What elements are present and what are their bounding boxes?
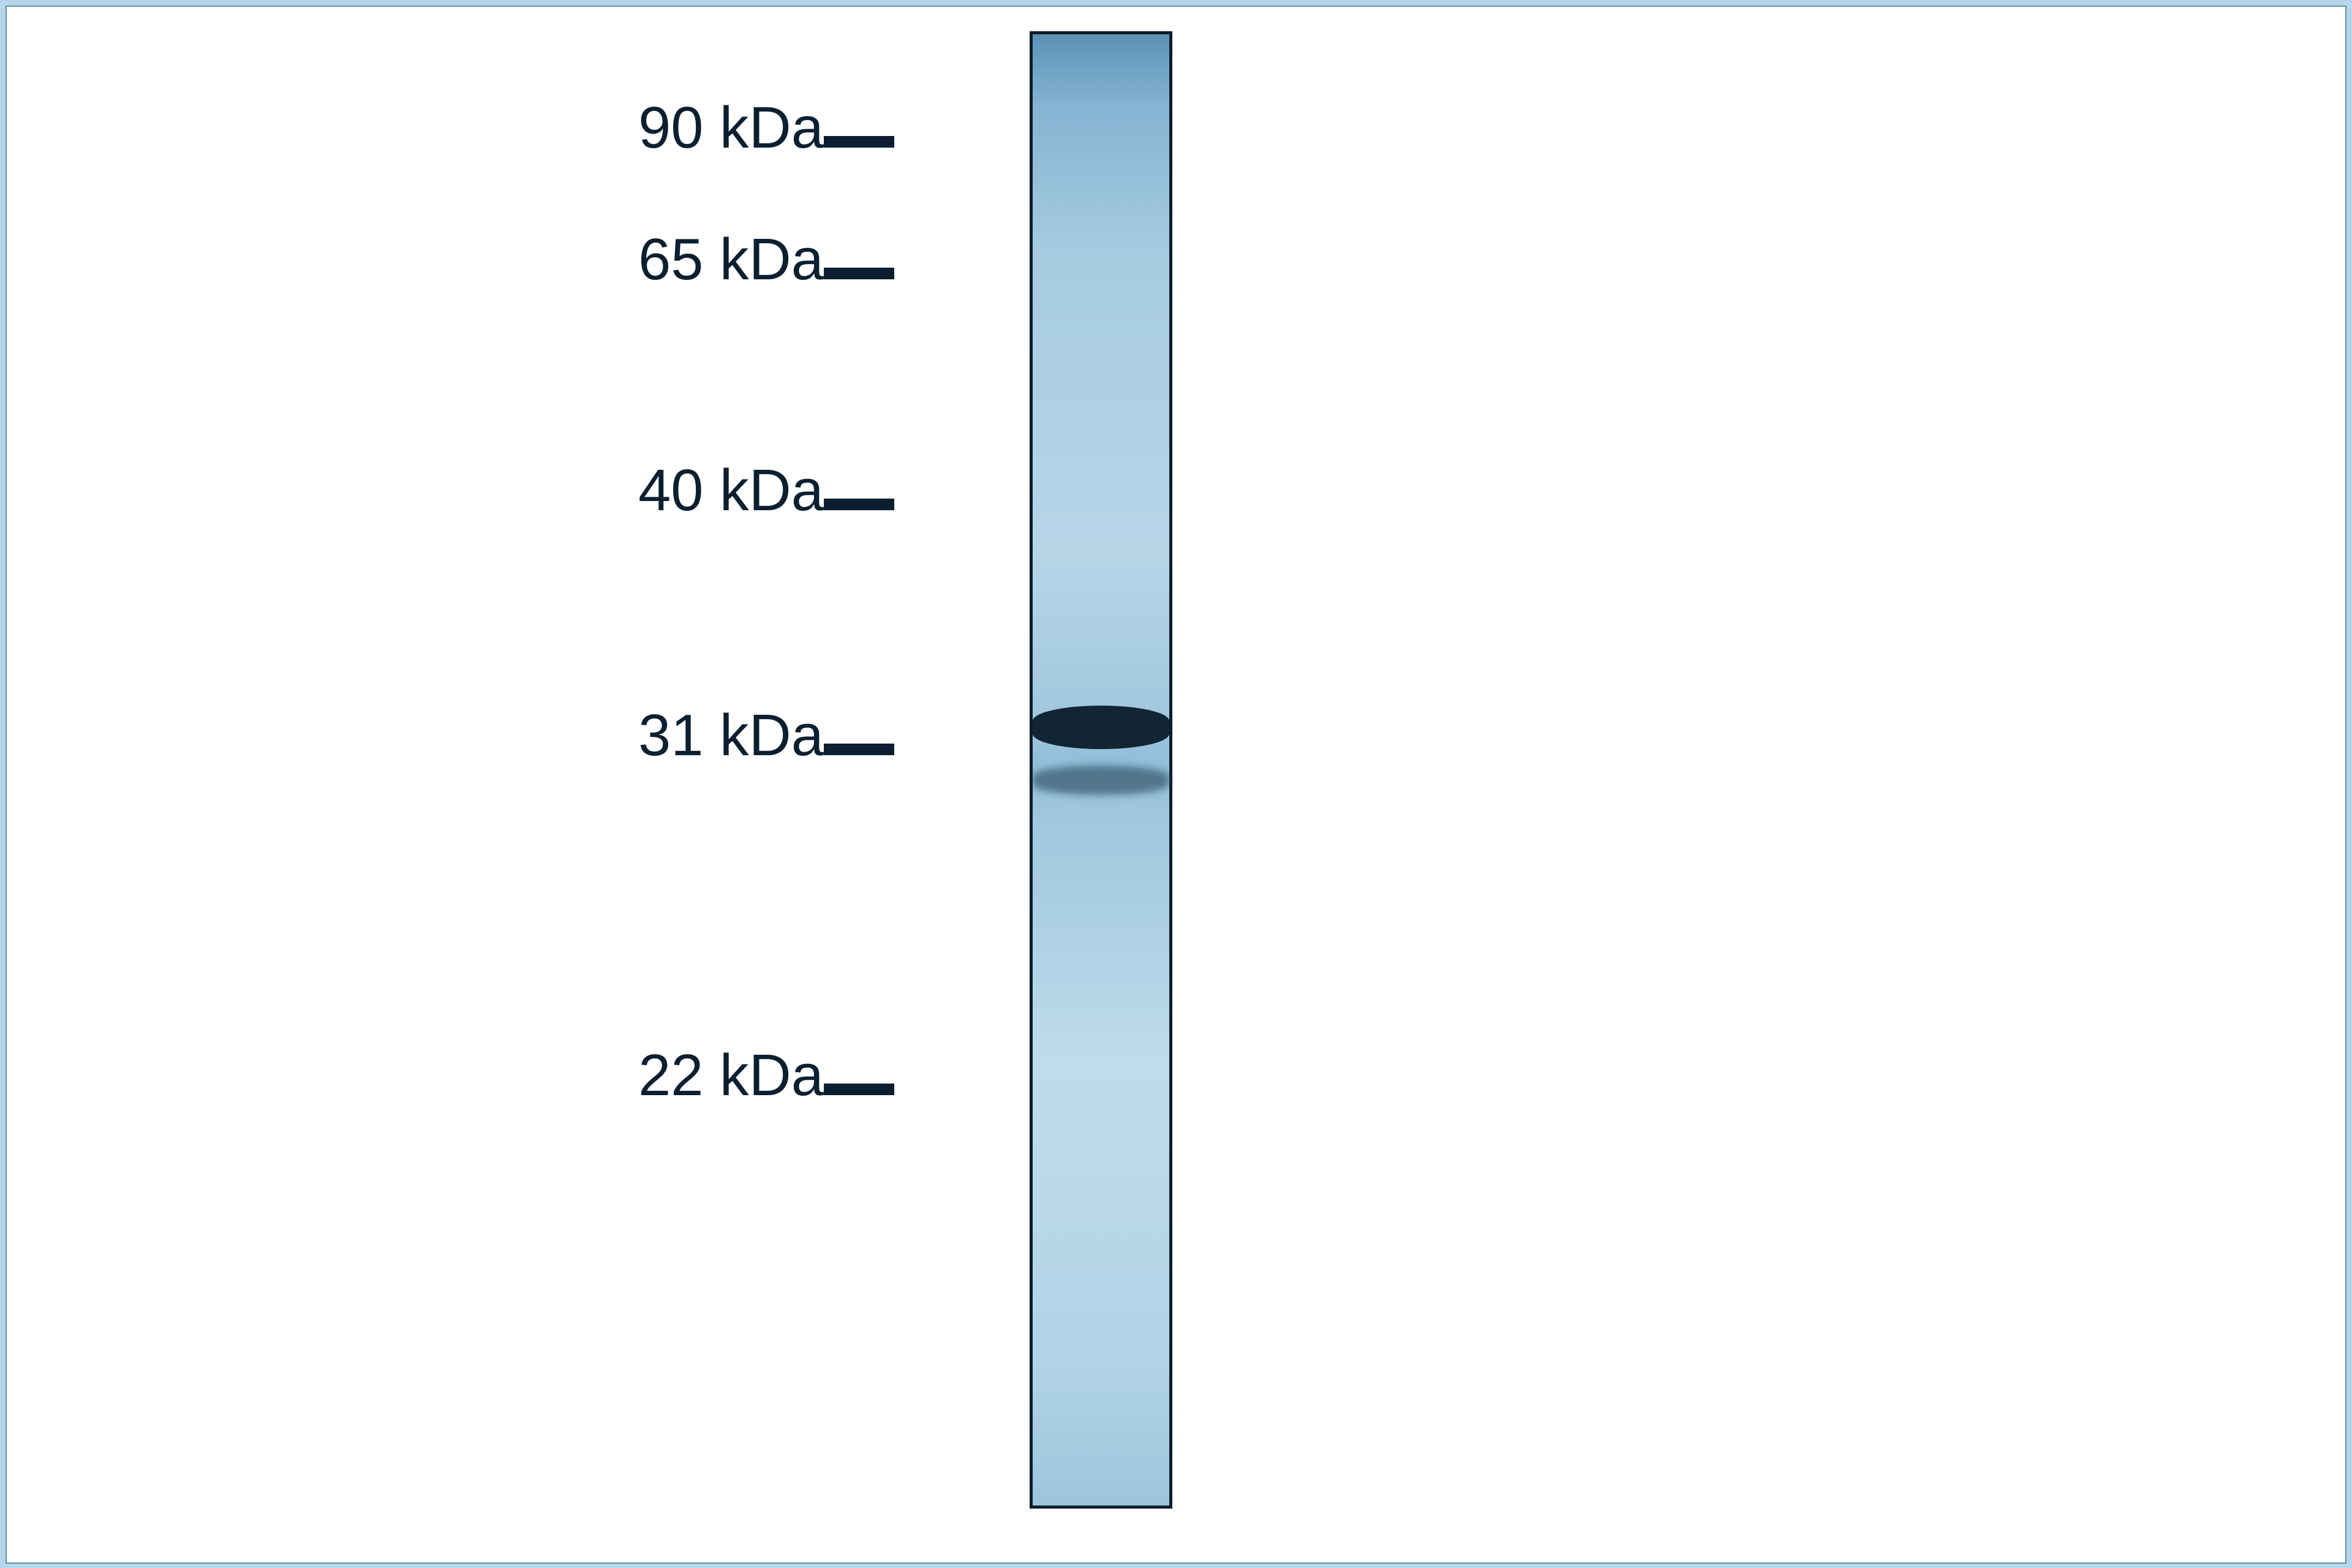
mw-marker: 65 kDa — [638, 227, 894, 293]
mw-marker: 40 kDa — [638, 458, 894, 524]
blot-band — [1033, 706, 1169, 750]
mw-marker-tick — [824, 1068, 894, 1095]
mw-marker: 90 kDa — [638, 95, 894, 162]
mw-marker-tick — [824, 252, 894, 279]
mw-marker-label: 40 kDa — [638, 458, 824, 523]
mw-marker: 31 kDa — [638, 703, 894, 769]
blot-lane — [1030, 31, 1172, 1509]
mw-marker-label: 22 kDa — [638, 1043, 824, 1108]
mw-marker-tick — [824, 728, 894, 755]
blot-band — [1033, 766, 1169, 795]
mw-marker: 22 kDa — [638, 1042, 894, 1109]
mw-marker-tick — [824, 121, 894, 148]
western-blot-figure: 90 kDa 65 kDa 40 kDa 31 kDa 22 kDa — [0, 0, 2352, 1568]
mw-marker-tick — [824, 483, 894, 510]
mw-marker-label: 65 kDa — [638, 227, 824, 292]
mw-marker-label: 90 kDa — [638, 96, 824, 160]
plot-area — [6, 6, 2346, 1564]
mw-marker-label: 31 kDa — [638, 703, 824, 768]
